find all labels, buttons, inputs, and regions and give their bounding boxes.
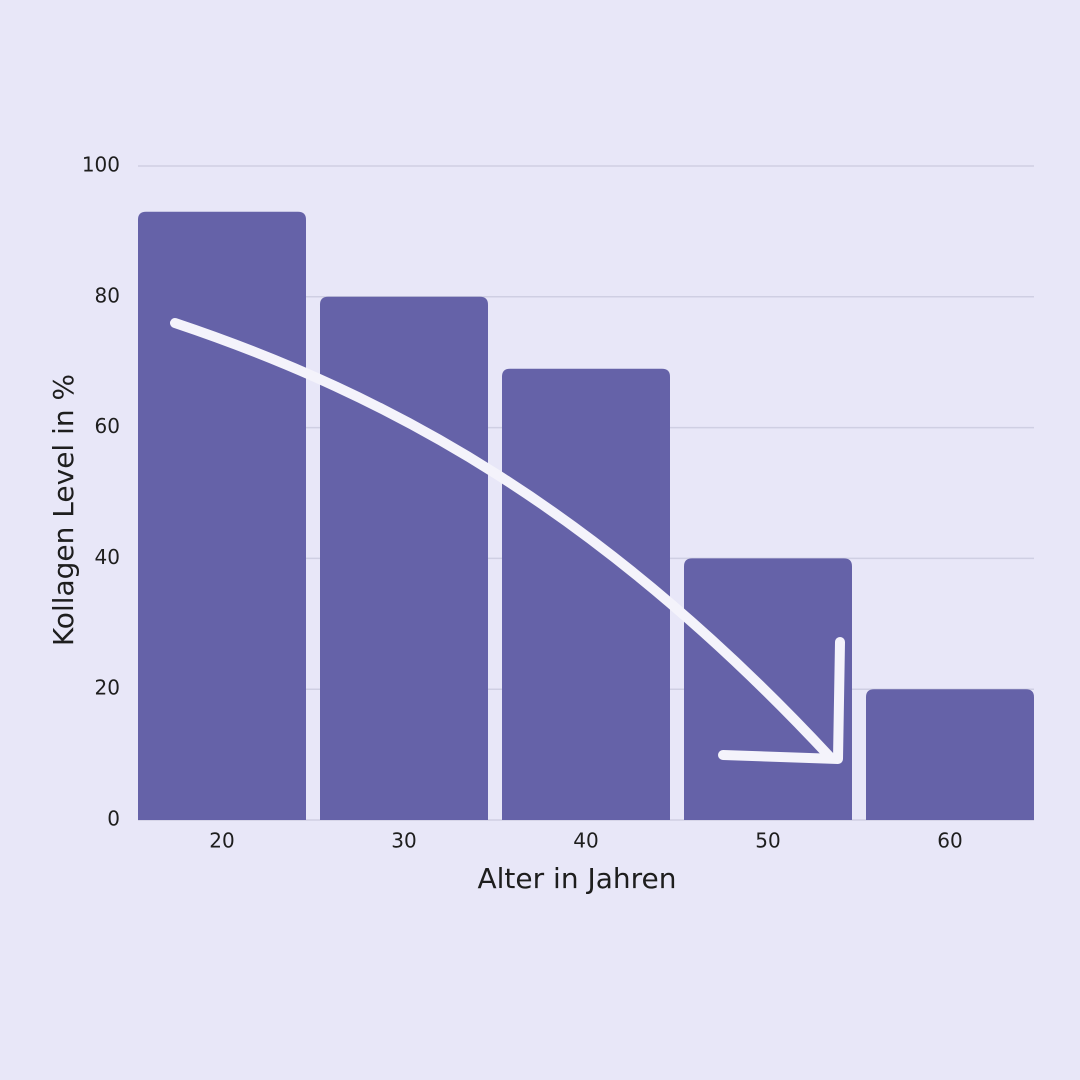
- x-tick-label: 30: [391, 829, 416, 853]
- arrow-head: [718, 637, 845, 764]
- bars: [138, 211, 1034, 820]
- y-tick-label: 60: [95, 414, 120, 438]
- y-tick-label: 20: [95, 676, 120, 700]
- bar: [866, 689, 1034, 820]
- x-tick-label: 50: [755, 829, 780, 853]
- y-tick-label: 100: [82, 153, 120, 177]
- y-tick-label: 40: [95, 545, 120, 569]
- bar: [138, 211, 306, 820]
- y-tick-label: 0: [107, 807, 120, 831]
- x-tick-label: 20: [209, 829, 234, 853]
- bar: [320, 296, 488, 820]
- trend-arrow: [170, 318, 845, 764]
- x-tick-label: 40: [573, 829, 598, 853]
- bar: [502, 368, 670, 820]
- arrow-shaft: [170, 318, 835, 762]
- labels: 0 20 40 60 80 100 20 30 40 50 60: [82, 153, 963, 853]
- x-tick-label: 60: [937, 829, 962, 853]
- x-axis-title: Alter in Jahren: [477, 862, 676, 895]
- y-axis-title: Kollagen Level in %: [47, 374, 80, 646]
- y-tick-label: 80: [95, 283, 120, 307]
